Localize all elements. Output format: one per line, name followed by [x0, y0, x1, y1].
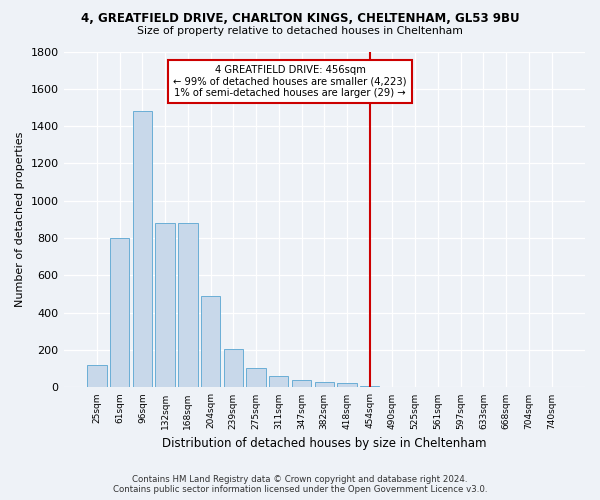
Bar: [224, 349, 243, 388]
Bar: [247, 368, 266, 388]
Bar: [292, 380, 311, 388]
Bar: [269, 376, 289, 388]
Text: Size of property relative to detached houses in Cheltenham: Size of property relative to detached ho…: [137, 26, 463, 36]
Bar: [133, 111, 152, 388]
Bar: [155, 223, 175, 388]
Bar: [337, 383, 356, 388]
X-axis label: Distribution of detached houses by size in Cheltenham: Distribution of detached houses by size …: [162, 437, 487, 450]
Text: 4 GREATFIELD DRIVE: 456sqm
← 99% of detached houses are smaller (4,223)
1% of se: 4 GREATFIELD DRIVE: 456sqm ← 99% of deta…: [173, 64, 407, 98]
Bar: [201, 296, 220, 388]
Text: Contains HM Land Registry data © Crown copyright and database right 2024.
Contai: Contains HM Land Registry data © Crown c…: [113, 474, 487, 494]
Bar: [314, 382, 334, 388]
Text: 4, GREATFIELD DRIVE, CHARLTON KINGS, CHELTENHAM, GL53 9BU: 4, GREATFIELD DRIVE, CHARLTON KINGS, CHE…: [80, 12, 520, 26]
Bar: [110, 238, 130, 388]
Bar: [360, 386, 379, 388]
Bar: [87, 365, 107, 388]
Y-axis label: Number of detached properties: Number of detached properties: [15, 132, 25, 307]
Bar: [178, 223, 197, 388]
